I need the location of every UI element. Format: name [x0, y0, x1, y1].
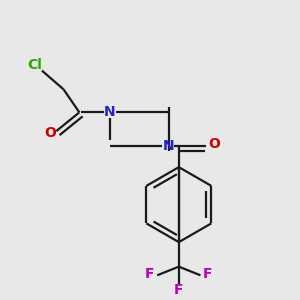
Text: N: N — [163, 139, 175, 152]
Text: F: F — [203, 267, 212, 281]
Text: F: F — [145, 267, 155, 281]
Text: Cl: Cl — [27, 58, 42, 72]
Text: O: O — [44, 125, 56, 140]
Text: O: O — [208, 137, 220, 151]
Text: F: F — [174, 283, 184, 297]
Text: N: N — [104, 105, 116, 119]
